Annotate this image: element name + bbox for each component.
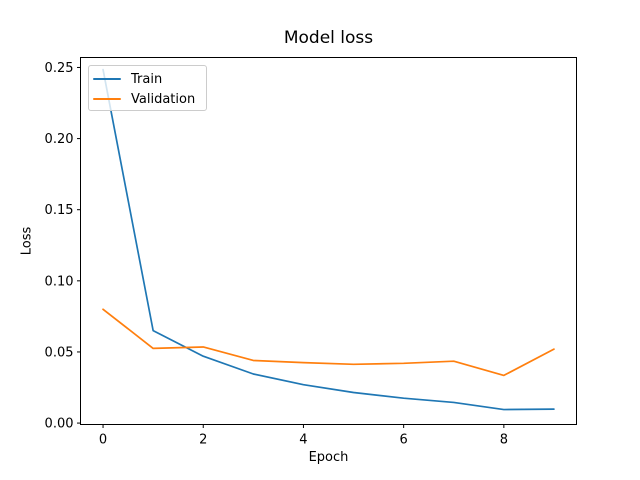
y-tick-label: 0.25 xyxy=(45,61,74,76)
legend-label-train: Train xyxy=(131,71,163,87)
x-tick-label: 4 xyxy=(299,433,307,448)
validation-line-sample xyxy=(93,98,121,100)
legend-label-validation: Validation xyxy=(131,91,196,107)
y-tick-label: 0.20 xyxy=(45,132,74,147)
legend: Train Validation xyxy=(88,65,207,111)
axes-frame xyxy=(80,57,577,425)
y-tick-label: 0.10 xyxy=(45,274,74,289)
train-line xyxy=(102,68,555,411)
x-axis-label: Epoch xyxy=(308,450,349,465)
x-tick-label: 2 xyxy=(199,433,207,448)
x-tick-label: 6 xyxy=(400,433,408,448)
train-line-sample xyxy=(93,78,121,80)
x-tick-label: 0 xyxy=(99,433,107,448)
y-tick-label: 0.05 xyxy=(45,345,74,360)
legend-entry-validation: Validation xyxy=(93,89,206,109)
x-tick-label: 8 xyxy=(500,433,508,448)
y-axis-label: Loss xyxy=(19,226,35,256)
y-tick-label: 0.00 xyxy=(45,417,74,432)
validation-line xyxy=(102,308,555,377)
legend-entry-train: Train xyxy=(93,69,206,89)
y-tick-label: 0.15 xyxy=(45,203,74,218)
chart-title: Model loss xyxy=(283,28,374,48)
